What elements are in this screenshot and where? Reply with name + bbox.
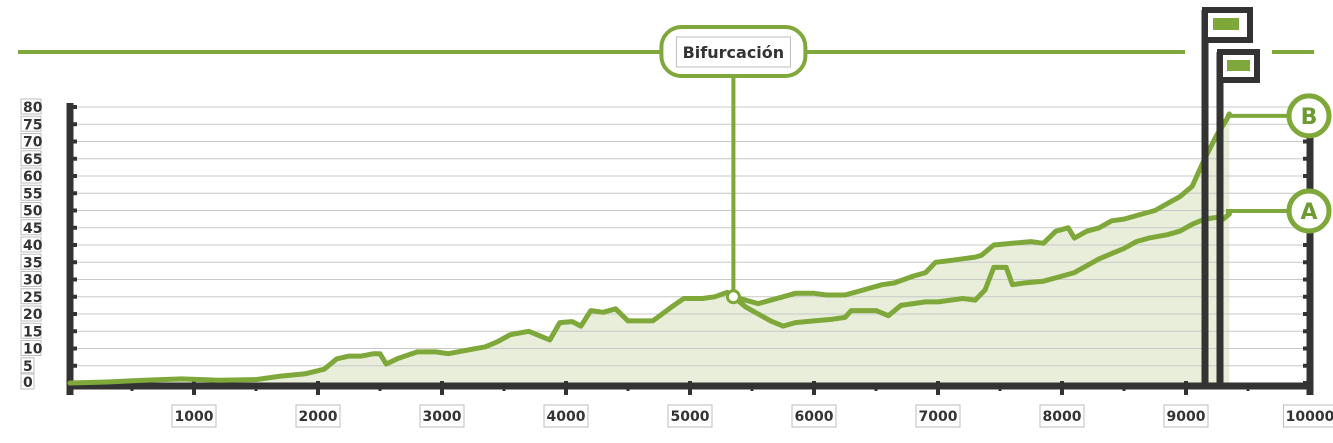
y-tick-box-80 [20,98,42,115]
y-tick-box-40 [20,236,42,253]
y-tick-label-60: 60 [23,169,43,185]
area-fill-b [70,113,1230,384]
y-tick-box-0 [20,373,35,390]
y-tick-label-40: 40 [23,238,43,254]
x-tick-box-9000 [1163,404,1209,428]
x-tick-box-1000 [171,404,217,428]
y-tick-label-35: 35 [23,255,42,271]
area-fill-layer [70,113,1230,384]
y-tick-box-10 [20,340,42,356]
flag-a-swatch [1227,60,1250,71]
x-tick-box-2000 [295,404,341,428]
y-tick-box-5 [20,357,35,374]
y-tick-label-45: 45 [23,221,42,237]
x-tick-label-7000: 7000 [919,409,958,425]
y-tick-box-30 [20,271,42,287]
x-tick-label-4000: 4000 [547,409,586,425]
callout-label-box [675,36,791,68]
series-line-A [730,211,1232,329]
y-tick-box-65 [20,150,42,167]
x-tick-box-4000 [543,404,589,428]
x-tick-label-6000: 6000 [795,409,834,425]
x-tick-box-7000 [915,404,961,428]
y-tick-label-25: 25 [23,290,42,306]
series-badge-A [1286,188,1332,234]
y-tick-box-20 [20,305,42,322]
y-tick-box-25 [20,288,42,305]
x-tick-box-6000 [791,404,837,428]
x-tick-label-5000: 5000 [671,409,710,425]
x-tick-box-8000 [1039,404,1085,428]
y-tick-box-50 [20,202,42,218]
flag-a [1217,49,1260,83]
y-tick-label-65: 65 [23,152,42,168]
y-tick-box-35 [20,253,42,270]
y-tick-label-10: 10 [23,342,43,358]
y-tick-label-80: 80 [23,100,43,116]
callout-label: Bifurcación [683,43,785,62]
x-tick-box-5000 [667,404,713,428]
series-badge-B [1286,93,1332,139]
y-tick-box-45 [20,219,42,236]
y-tick-label-70: 70 [23,135,43,151]
y-tick-label-20: 20 [23,307,43,323]
y-tick-box-15 [20,322,42,339]
y-tick-box-75 [20,115,42,132]
series-label-A: A [1300,200,1317,225]
y-tick-box-70 [20,133,42,149]
x-tick-label-9000: 9000 [1167,409,1206,425]
x-tick-label-1000: 1000 [175,409,214,425]
y-tick-label-50: 50 [23,204,43,220]
y-tick-label-55: 55 [23,186,42,202]
y-tick-box-60 [20,167,42,184]
x-tick-label-8000: 8000 [1043,409,1082,425]
y-tick-label-0: 0 [23,375,33,391]
y-tick-label-75: 75 [23,117,42,133]
x-tick-box-3000 [419,404,465,428]
x-tick-label-10000: 10000 [1286,409,1333,425]
series-label-B: B [1301,105,1318,130]
y-tick-label-30: 30 [23,273,43,289]
decor-layer: Bifurcación B A [18,7,1332,385]
y-tick-box-55 [20,184,42,201]
y-tick-label-5: 5 [23,359,33,375]
y-tick-label-15: 15 [23,324,42,340]
x-tick-box-10000 [1283,404,1333,428]
x-tick-label-3000: 3000 [423,409,462,425]
x-tick-label-2000: 2000 [299,409,338,425]
bifurcation-point [725,289,741,305]
flag-b-swatch [1213,18,1239,30]
